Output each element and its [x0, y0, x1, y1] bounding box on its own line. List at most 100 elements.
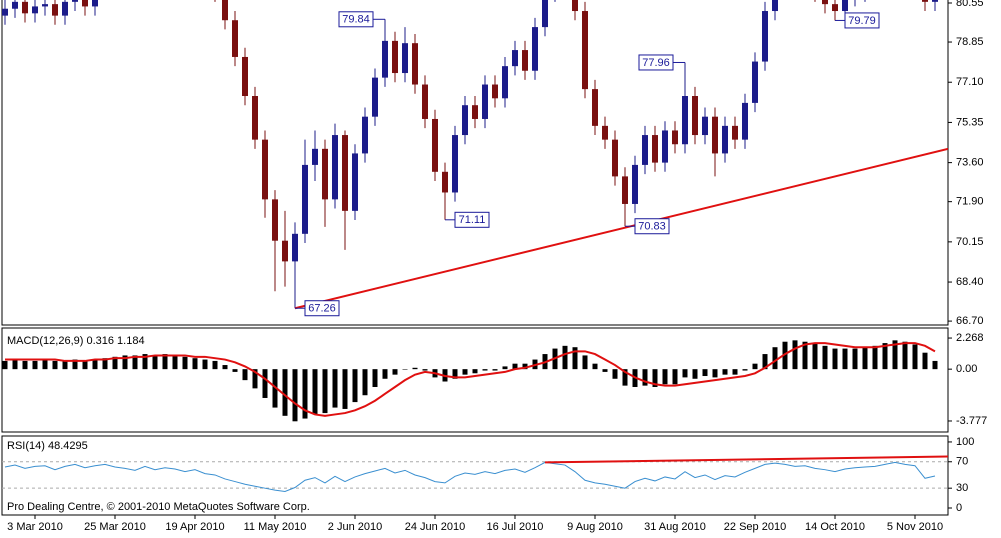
histogram-bar	[422, 369, 428, 371]
histogram-bar	[402, 369, 408, 370]
histogram-bar	[762, 354, 768, 370]
candle-body	[542, 0, 548, 28]
histogram-bar	[522, 363, 528, 370]
candle-body	[922, 0, 928, 2]
y-tick-label: 80.55	[956, 0, 984, 9]
y-tick-label: 73.60	[956, 157, 984, 169]
price-label: 67.26	[308, 303, 336, 315]
histogram-bar	[352, 369, 358, 403]
histogram-bar	[642, 369, 648, 386]
histogram-bar	[122, 355, 128, 370]
histogram-bar	[42, 359, 48, 370]
y-tick-label: 100	[956, 436, 974, 448]
candle-body	[582, 11, 588, 90]
histogram-bar	[852, 348, 858, 370]
candle-body	[682, 96, 688, 145]
histogram-bar	[562, 345, 568, 370]
candle-body	[522, 50, 528, 71]
histogram-bar	[32, 360, 38, 370]
histogram-bar	[342, 369, 348, 409]
histogram-bar	[822, 345, 828, 370]
candle-body	[822, 0, 828, 5]
label-box	[844, 12, 880, 29]
panel-title: RSI(14) 48.4295	[7, 440, 88, 452]
histogram-bar	[742, 369, 748, 371]
histogram-bar	[802, 341, 808, 370]
candle-body	[432, 118, 438, 172]
histogram-bar	[662, 369, 668, 385]
y-tick-label: 2.268	[956, 332, 984, 344]
histogram-bar	[602, 369, 608, 372]
panel-title: MACD(12,26,9) 0.316 1.184	[7, 335, 145, 347]
candle-body	[512, 50, 518, 67]
histogram-bar	[482, 369, 488, 371]
histogram-bar	[612, 369, 618, 379]
candle-body	[292, 233, 298, 262]
price-panel	[1, 0, 949, 326]
x-tick-label: 11 May 2010	[244, 521, 307, 533]
candle-body	[762, 11, 768, 62]
candle-body	[252, 96, 258, 140]
histogram-bar	[452, 369, 458, 379]
watermark: Pro Dealing Centre, © 2001-2010 MetaQuot…	[7, 501, 310, 513]
candle-body	[42, 4, 48, 7]
histogram-bar	[72, 359, 78, 370]
histogram-bar	[92, 359, 98, 370]
candle-body	[502, 66, 508, 99]
label-box	[634, 218, 670, 235]
histogram-bar	[502, 366, 508, 370]
y-tick-label: 70	[956, 456, 968, 468]
histogram-bar	[62, 360, 68, 370]
candle-body	[642, 135, 648, 165]
candle-body	[402, 43, 408, 74]
y-tick-label: 71.90	[956, 196, 984, 208]
histogram-bar	[932, 360, 938, 370]
histogram-bar	[172, 355, 178, 370]
candle-body	[302, 164, 308, 234]
label-box	[338, 11, 374, 28]
y-tick-label: 30	[956, 482, 968, 494]
candle-body	[422, 84, 428, 119]
histogram-bar	[652, 369, 658, 387]
histogram-bar	[862, 347, 868, 370]
candle-body	[732, 125, 738, 140]
histogram-bar	[152, 355, 158, 370]
candle-body	[452, 135, 458, 193]
histogram-bar	[882, 343, 888, 370]
y-tick-label: -3.777	[956, 415, 987, 427]
y-tick-label: 75.35	[956, 116, 984, 128]
histogram-bar	[22, 360, 28, 370]
candle-body	[12, 1, 18, 9]
histogram-bar	[322, 369, 328, 414]
histogram-bar	[162, 354, 168, 370]
candle-body	[392, 40, 398, 74]
candle-body	[772, 0, 778, 12]
histogram-bar	[82, 360, 88, 370]
candle-body	[712, 116, 718, 154]
histogram-bar	[382, 369, 388, 379]
histogram-bar	[592, 363, 598, 370]
histogram-bar	[622, 369, 628, 386]
trendline	[294, 147, 948, 310]
histogram-bar	[672, 369, 678, 385]
price-label: 71.11	[459, 214, 486, 226]
candle-body	[372, 77, 378, 117]
candle-body	[282, 240, 288, 262]
macd-panel	[1, 327, 949, 433]
histogram-bar	[262, 369, 268, 398]
x-tick-label: 22 Sep 2010	[724, 521, 786, 533]
x-tick-label: 24 Jun 2010	[405, 521, 466, 533]
histogram-bar	[872, 345, 878, 370]
y-tick-label: 66.70	[956, 315, 984, 327]
candle-body	[592, 89, 598, 126]
candle-body	[2, 8, 8, 16]
histogram-bar	[722, 369, 728, 375]
candle-body	[442, 171, 448, 193]
candle-body	[652, 135, 658, 163]
histogram-bar	[2, 360, 8, 370]
candle-body	[92, 0, 98, 7]
candle-body	[662, 130, 668, 163]
candle-body	[572, 0, 578, 12]
price-label: 77.96	[642, 57, 670, 69]
